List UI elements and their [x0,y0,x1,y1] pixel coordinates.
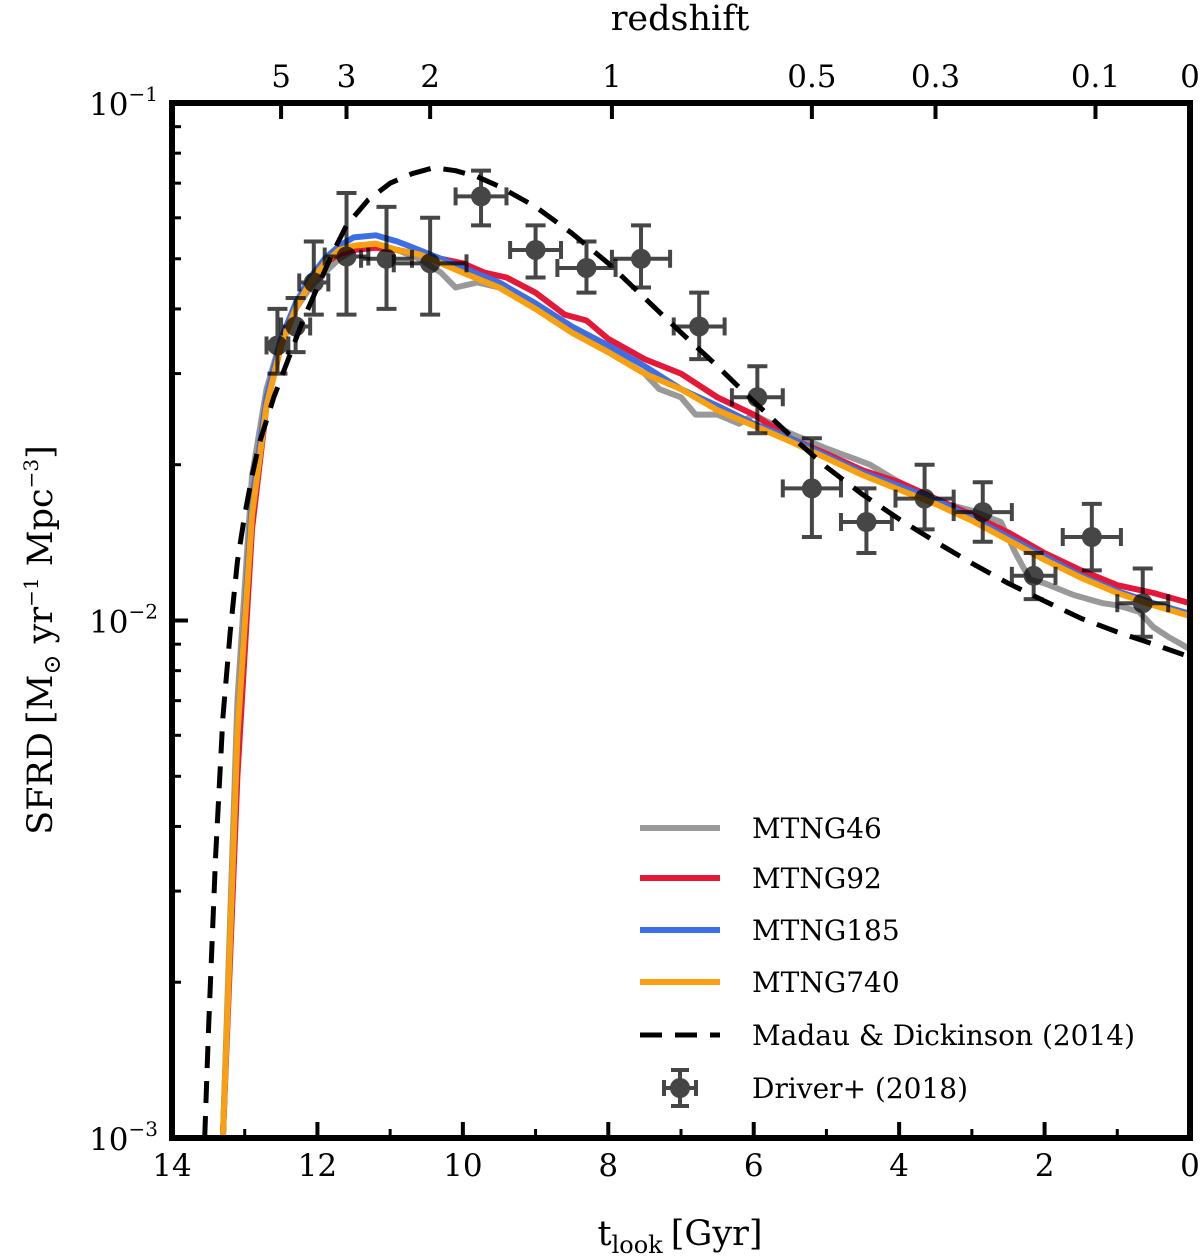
data-marker [376,248,397,269]
data-marker [420,253,441,274]
data-marker [1081,526,1102,547]
redshift-tick-label: 5 [271,59,291,95]
series-line-madau-dickinson-2014 [202,165,1190,1138]
plot-frame [169,100,1193,1141]
y-tick-label: 10−2 [89,600,158,641]
driver-data-point [729,364,785,436]
data-marker [1132,593,1153,614]
legend-label: MTNG92 [752,862,882,895]
legend-label: Driver+ (2018) [752,1072,968,1105]
y-tick-exponent: −2 [129,600,158,624]
x-axis-title: tlook [Gyr] [598,1214,763,1259]
data-marker [801,478,822,499]
data-marker [1023,565,1044,586]
data-marker [747,387,768,408]
redshift-tick-label: 0.3 [911,59,960,95]
y-tick-base: 10 [89,87,128,123]
y-axis-unit-yr-exp: −1 [19,577,43,606]
driver-data-point [322,191,371,317]
driver-data-point [893,462,956,532]
series-line-mtng92 [219,244,1190,1138]
driver-data-point [555,239,618,295]
y-axis-unit-mpc: Mpc [21,488,61,577]
redshift-tick-label: 1 [602,59,622,95]
y-tick-label: 10−1 [89,82,158,123]
driver-data-point [279,295,313,355]
driver-data-point [951,480,1014,544]
y-tick-base: 10 [89,605,128,641]
x-tick-label: 4 [889,1148,909,1184]
redshift-tick-label: 2 [420,59,440,95]
data-marker [471,186,492,207]
driver-data-point [508,223,564,280]
driver-data-point [359,204,414,311]
data-marker [972,502,993,523]
driver-data-point [1009,551,1058,602]
y-axis-unit-open: [M [21,675,61,725]
legend-label: MTNG46 [752,812,882,845]
ticks-layer: 14 12 10 8 6 4 2 05 3 2 1 0.5 0.3 0.1 010−110−210−3 [89,59,1200,1184]
y-tick-label: 10−3 [89,1117,158,1158]
redshift-tick-label: 3 [337,59,357,95]
x-axis-title-sub: look [612,1231,664,1259]
data-marker [856,512,877,533]
data-marker [303,272,324,293]
x-tick-label: 12 [298,1148,337,1184]
x-tick-label: 6 [744,1148,764,1184]
driver-data-point [453,168,509,228]
data-marker [267,335,288,356]
y-tick-exponent: −1 [129,82,158,106]
series-line-mtng46 [219,242,1190,1138]
data-marker [689,316,710,337]
driver-data-point [1060,501,1123,573]
data-marker [525,239,546,260]
top-axis-title: redshift [611,0,750,39]
legend-label: MTNG740 [752,966,900,999]
driver-data-point [671,290,727,362]
y-tick-exponent: −3 [129,1117,158,1141]
legend-label: Madau & Dickinson (2014) [752,1019,1135,1052]
data-marker [576,257,597,278]
y-tick-base: 10 [89,1122,128,1158]
legend: MTNG46 MTNG92 MTNG185 MTNG740 Madau & Dickin… [640,812,1135,1108]
driver-data-point [1115,566,1171,639]
redshift-tick-label: 0.1 [1071,59,1120,95]
driver-data-point [609,223,673,290]
redshift-tick-label: 0 [1180,59,1200,95]
data-marker [631,248,652,269]
x-tick-label: 10 [443,1148,482,1184]
legend-swatch-driver [662,1068,698,1108]
data-marker [285,316,306,337]
driver-data-point [838,486,894,556]
x-tick-label: 8 [598,1148,618,1184]
series-line-mtng185 [219,232,1190,1138]
driver-data-point [780,436,843,539]
x-tick-label: 2 [1035,1148,1055,1184]
y-axis-title-main: SFRD [21,732,61,835]
data-marker [914,488,935,509]
x-axis-title-unit: [Gyr] [671,1214,763,1254]
x-tick-label: 0 [1180,1148,1200,1184]
data-marker [336,246,357,267]
y-axis-unit-odot: ⊙ [38,654,66,674]
driver-data-point [391,215,469,317]
points-layer [264,168,1171,639]
redshift-tick-label: 0.5 [787,59,836,95]
driver-data-point [297,239,331,317]
y-axis-unit-mpc-exp: −3 [19,459,43,488]
legend-label: MTNG185 [752,914,900,947]
series-line-mtng740 [219,240,1190,1138]
y-axis-unit-close: ] [21,445,61,459]
x-tick-label: 14 [152,1148,191,1184]
y-axis-unit-yr: yr [21,607,61,655]
legend-marker [670,1078,690,1098]
x-axis-title-t: t [598,1214,612,1254]
y-axis-title: SFRD [M⊙ yr−1 Mpc−3] [19,445,66,835]
